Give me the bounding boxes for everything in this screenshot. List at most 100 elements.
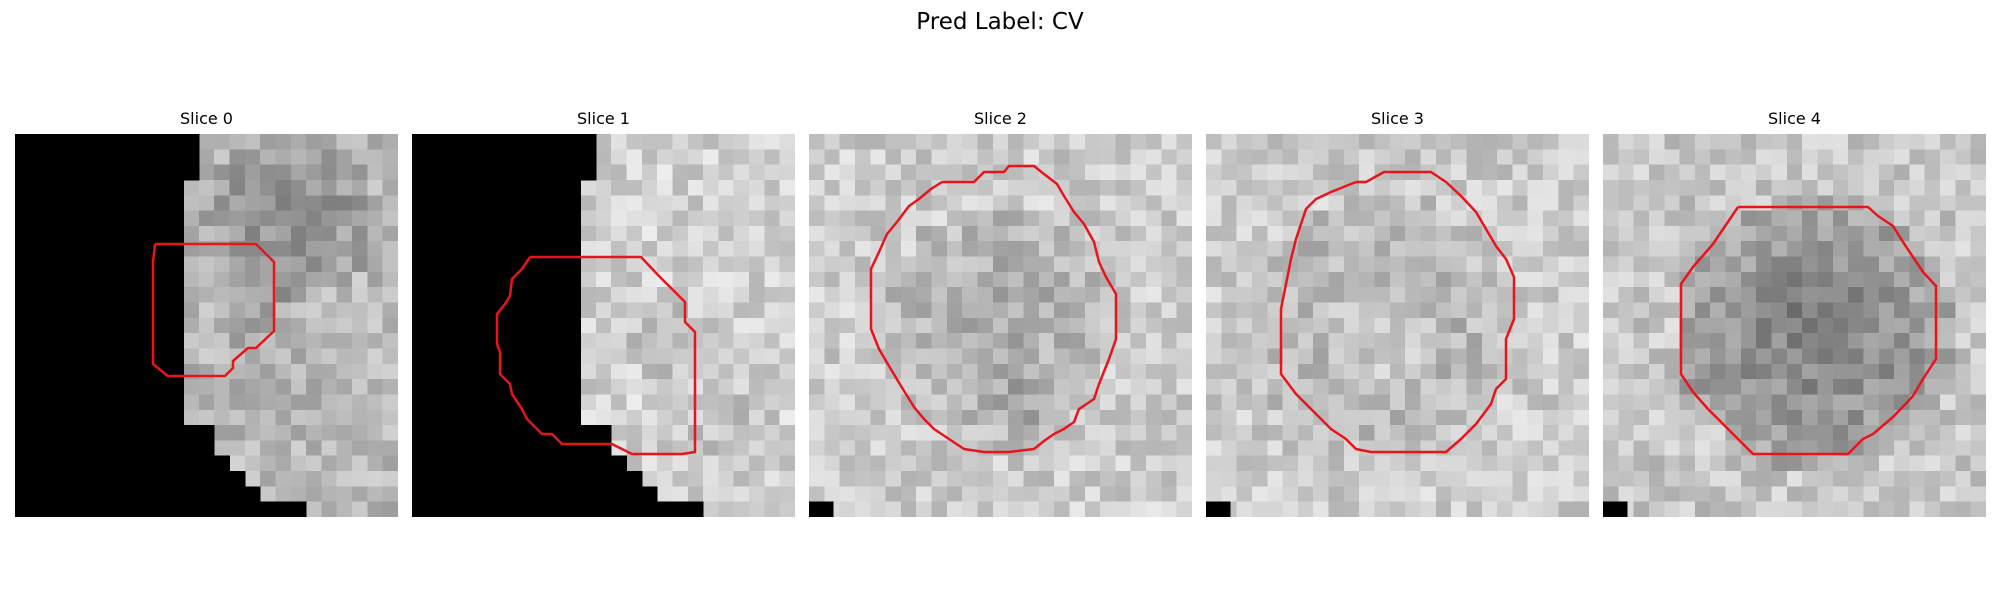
pixel xyxy=(1282,210,1299,227)
pixel xyxy=(1038,348,1055,365)
pixel xyxy=(1756,317,1773,334)
pixel xyxy=(1771,134,1788,150)
pixel xyxy=(779,440,795,457)
pixel xyxy=(703,394,719,411)
pixel xyxy=(1694,225,1711,242)
pixel xyxy=(352,241,368,258)
pixel xyxy=(1664,164,1681,181)
pixel xyxy=(1236,379,1253,396)
pixel xyxy=(1023,425,1040,441)
pixel xyxy=(1648,195,1665,212)
pixel xyxy=(321,440,338,457)
pixel xyxy=(1848,409,1865,426)
pixel xyxy=(977,455,994,472)
pixel xyxy=(1924,164,1941,181)
pixel xyxy=(733,394,750,411)
pixel xyxy=(1251,302,1268,319)
pixel xyxy=(1558,241,1575,258)
pixel xyxy=(1725,164,1742,181)
pixel xyxy=(1161,486,1178,503)
pixel xyxy=(595,225,612,242)
pixel xyxy=(946,379,963,396)
pixel xyxy=(626,379,643,396)
pixel xyxy=(809,348,825,365)
pixel xyxy=(1161,134,1178,150)
pixel xyxy=(352,409,368,426)
pixel xyxy=(703,363,719,380)
pixel xyxy=(1878,394,1895,411)
pixel xyxy=(749,333,765,350)
pixel xyxy=(962,164,979,181)
pixel xyxy=(1374,455,1391,472)
pixel xyxy=(1802,486,1819,503)
pixel xyxy=(718,455,735,472)
pixel xyxy=(1664,394,1681,411)
pixel xyxy=(1756,440,1773,457)
pixel xyxy=(595,210,612,227)
pixel xyxy=(260,302,277,319)
pixel xyxy=(336,333,353,350)
pixel xyxy=(946,271,963,288)
pixel xyxy=(336,409,353,426)
pixel xyxy=(1940,134,1956,150)
pixel xyxy=(1878,409,1895,426)
pixel xyxy=(931,486,948,503)
pixel xyxy=(229,333,246,350)
pixel xyxy=(1251,501,1268,517)
pixel xyxy=(260,409,277,426)
pixel xyxy=(672,210,689,227)
pixel xyxy=(1512,425,1529,441)
pixel xyxy=(839,333,856,350)
pixel xyxy=(1802,134,1819,150)
pixel xyxy=(1420,241,1437,258)
pixel xyxy=(1146,333,1162,350)
pixel xyxy=(352,225,368,242)
pixel xyxy=(946,256,963,273)
pixel xyxy=(962,195,979,212)
pixel xyxy=(1786,149,1803,166)
pixel xyxy=(1512,471,1529,487)
pixel xyxy=(687,486,704,503)
pixel xyxy=(839,455,856,472)
pixel xyxy=(839,195,856,212)
mask-row xyxy=(412,210,582,227)
pixel xyxy=(183,195,200,212)
pixel xyxy=(1603,425,1619,441)
pixel xyxy=(1909,486,1926,503)
pixel xyxy=(1100,440,1116,457)
pixel xyxy=(977,501,994,517)
pixel xyxy=(764,440,781,457)
pixel xyxy=(1221,425,1238,441)
pixel xyxy=(1909,394,1926,411)
pixel xyxy=(382,287,398,304)
pixel xyxy=(1756,241,1773,258)
pixel xyxy=(1008,394,1025,411)
pixel xyxy=(1297,440,1314,457)
pixel xyxy=(764,210,781,227)
pixel xyxy=(1970,348,1986,365)
pixel xyxy=(1038,317,1055,334)
pixel xyxy=(1206,471,1222,487)
pixel xyxy=(1297,379,1314,396)
pixel xyxy=(1603,409,1619,426)
pixel xyxy=(1694,287,1711,304)
pixel xyxy=(1940,287,1956,304)
pixel xyxy=(1679,317,1696,334)
pixel xyxy=(1008,302,1025,319)
pixel xyxy=(1603,333,1619,350)
pixel xyxy=(1664,486,1681,503)
pixel xyxy=(1343,363,1360,380)
mask-row xyxy=(15,348,185,365)
pixel xyxy=(1038,149,1055,166)
pixel xyxy=(260,486,277,503)
pixel xyxy=(1466,379,1483,396)
pixel xyxy=(1603,302,1619,319)
pixel xyxy=(198,287,215,304)
pixel xyxy=(183,363,200,380)
pixel xyxy=(1832,287,1849,304)
pixel xyxy=(1603,241,1619,258)
pixel xyxy=(1497,501,1513,517)
black-mask-region xyxy=(809,501,834,517)
mask-row xyxy=(412,348,582,365)
pixel xyxy=(870,149,887,166)
